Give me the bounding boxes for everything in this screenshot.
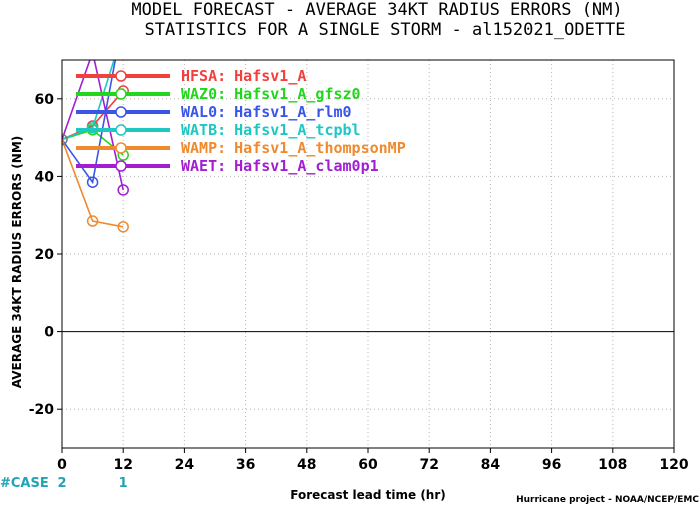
- data-point: [118, 26, 128, 36]
- case-count: 1: [119, 476, 128, 491]
- legend-entry: WATB: Hafsv1_A_tcpbl: [76, 121, 361, 139]
- data-point: [88, 47, 98, 57]
- legend-marker: [115, 160, 127, 172]
- legend-marker: [115, 106, 127, 118]
- x-axis-label: Forecast lead time (hr): [290, 488, 446, 502]
- series-watb: [62, 26, 128, 141]
- legend-entry: WAET: Hafsv1_A_clam0p1: [76, 157, 379, 175]
- legend-label: WAMP: Hafsv1_A_thompsonMP: [181, 139, 406, 157]
- legend-entry: HFSA: Hafsv1_A: [76, 67, 306, 85]
- case-label: #CASE: [0, 476, 49, 491]
- legend-entry: WAL0: Hafsv1_A_rlm0: [76, 103, 352, 121]
- x-tick-label: 60: [358, 457, 378, 473]
- legend-label: WAL0: Hafsv1_A_rlm0: [181, 103, 352, 121]
- series-wamp: [62, 139, 129, 233]
- data-point: [86, 176, 99, 188]
- y-tick-label: 0: [44, 325, 54, 341]
- case-count: 2: [57, 476, 66, 491]
- legend-marker: [115, 124, 127, 136]
- series-waet: [62, 47, 129, 196]
- data-point: [86, 215, 99, 227]
- x-axis-ticks: 0 12 24 36 48 60 72 84 96 108 120: [57, 448, 689, 473]
- series-line: [62, 60, 124, 191]
- x-tick-label: 12: [113, 457, 132, 473]
- data-point: [117, 184, 129, 196]
- y-axis-label: AVERAGE 34KT RADIUS ERRORS (NM): [10, 136, 24, 388]
- legend-label: HFSA: Hafsv1_A: [181, 67, 306, 85]
- legend-entry: WAMP: Hafsv1_A_thompsonMP: [76, 139, 406, 157]
- legend-label: WAET: Hafsv1_A_clam0p1: [181, 157, 379, 175]
- legend-label: WATB: Hafsv1_A_tcpbl: [181, 121, 361, 139]
- grid-lines: [62, 60, 674, 448]
- series-line: [62, 60, 115, 141]
- x-tick-label: 24: [175, 457, 195, 473]
- chart-subtitle: STATISTICS FOR A SINGLE STORM - al152021…: [144, 20, 625, 40]
- data-point: [118, 12, 128, 22]
- series-line: [62, 139, 124, 228]
- x-tick-label: 108: [598, 457, 627, 473]
- legend-entry: WAZ0: Hafsv1_A_gfsz0: [76, 85, 361, 103]
- x-tick-label: 120: [659, 457, 688, 473]
- y-tick-label: -20: [29, 402, 55, 418]
- x-tick-label: 36: [236, 457, 255, 473]
- y-tick-label: 60: [35, 92, 55, 108]
- x-tick-label: 72: [419, 457, 438, 473]
- x-tick-label: 96: [542, 457, 561, 473]
- series-wal0: [62, 12, 128, 188]
- legend-marker: [115, 88, 127, 100]
- x-tick-label: 48: [297, 457, 316, 473]
- legend-marker: [115, 142, 127, 154]
- series-layer: [62, 12, 129, 233]
- data-point-origin: [62, 133, 68, 146]
- chart-title: MODEL FORECAST - AVERAGE 34KT RADIUS ERR…: [131, 0, 622, 20]
- data-point: [117, 221, 129, 233]
- legend-marker: [115, 70, 127, 82]
- y-tick-label: 40: [35, 169, 55, 185]
- y-axis-ticks: -20 0 20 40 60: [29, 92, 62, 418]
- y-tick-label: 20: [35, 247, 55, 263]
- legend-label: WAZ0: Hafsv1_A_gfsz0: [181, 85, 361, 103]
- x-tick-label: 0: [57, 457, 67, 473]
- credit-text: Hurricane project - NOAA/NCEP/EMC: [516, 495, 699, 505]
- x-tick-label: 84: [481, 457, 501, 473]
- data-point: [86, 122, 99, 134]
- series-line: [62, 60, 117, 185]
- case-counts: #CASE 2 1: [0, 476, 128, 491]
